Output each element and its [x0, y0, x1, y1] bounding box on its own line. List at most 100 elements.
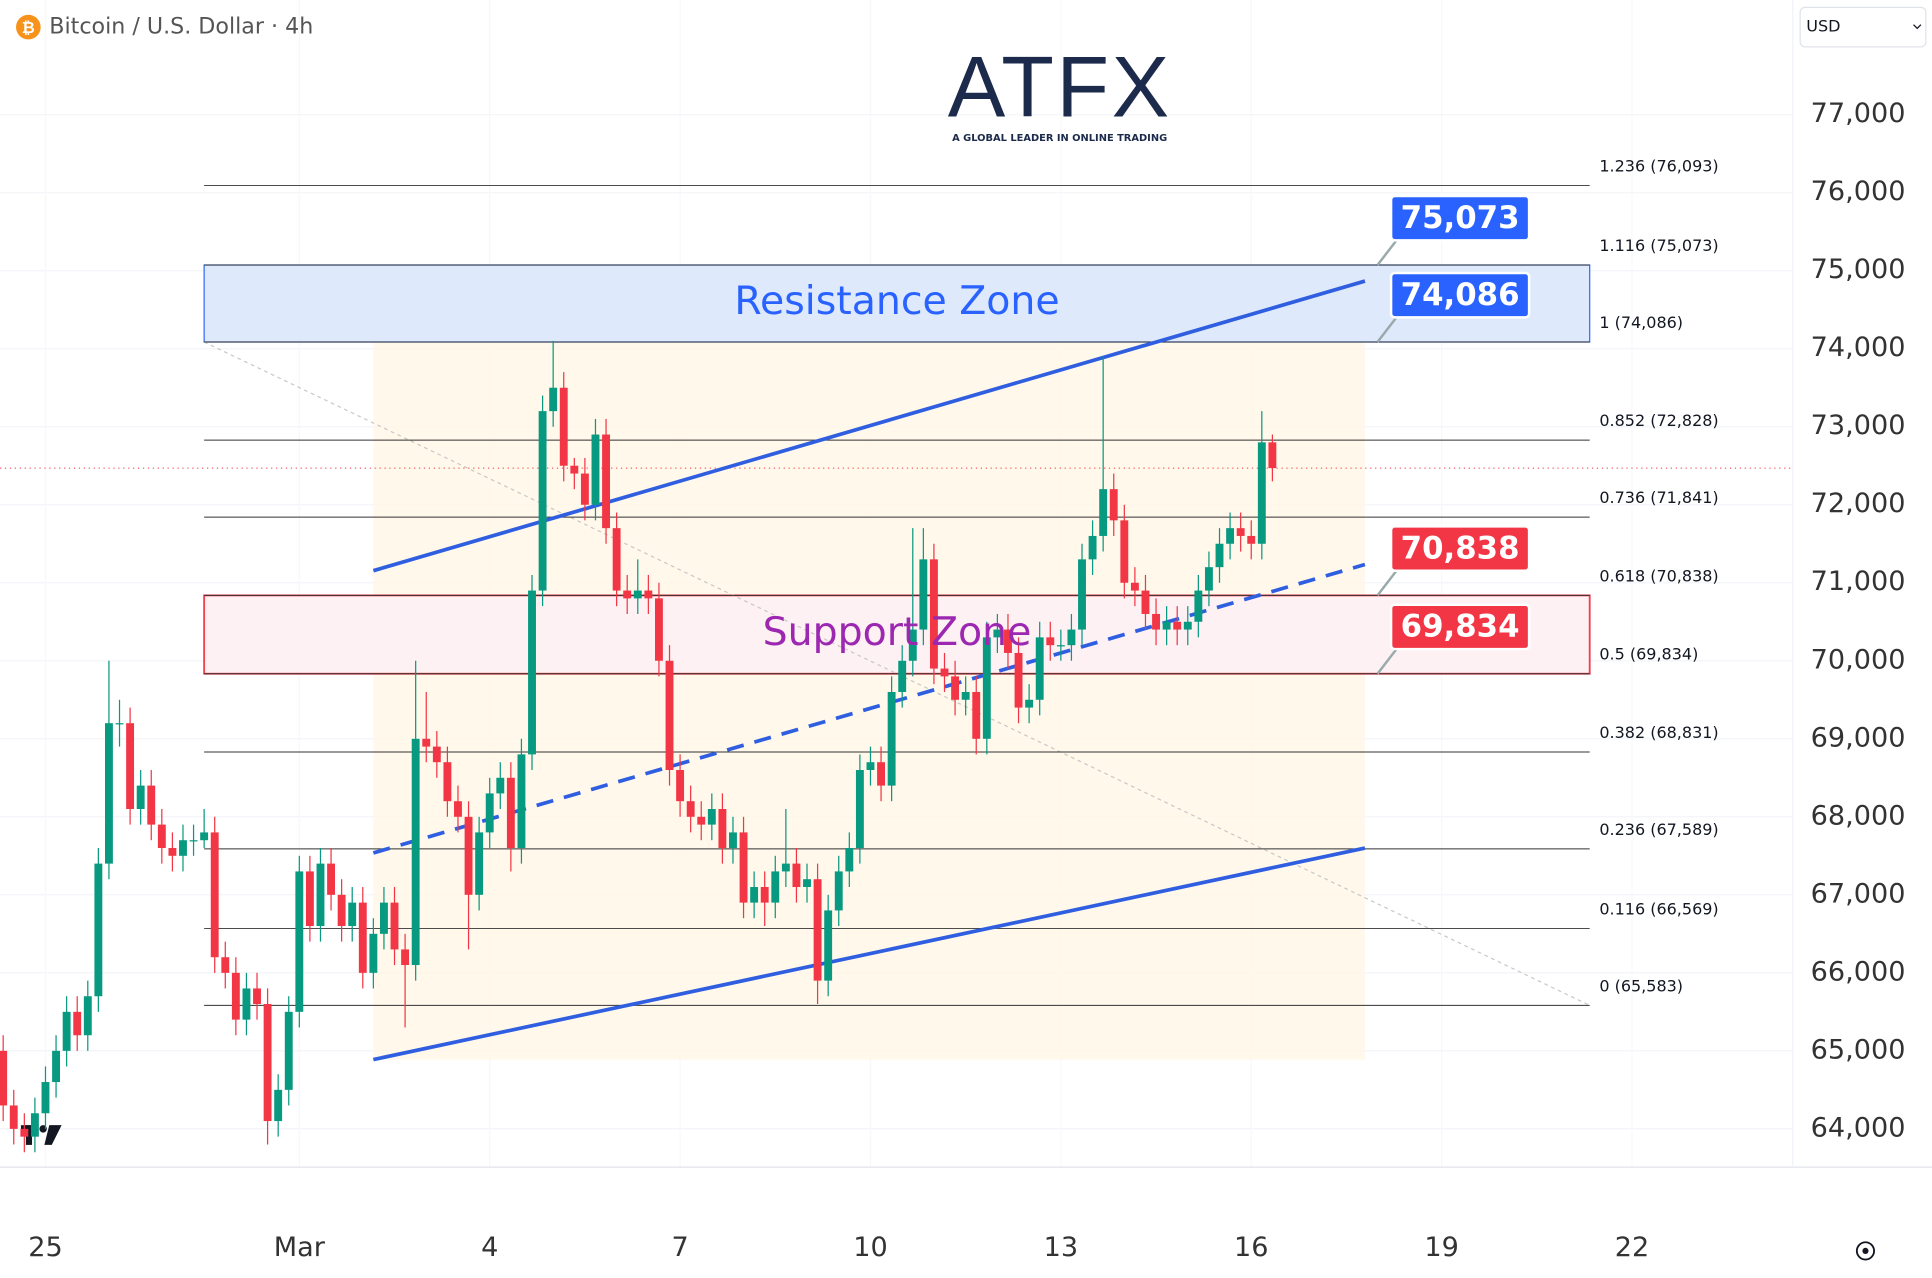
- candle-body: [422, 738, 431, 747]
- candle-body: [1194, 590, 1203, 622]
- callout-box: [1389, 525, 1531, 572]
- candle-body: [1215, 543, 1224, 568]
- y-tick-label: 73,000: [1811, 410, 1906, 441]
- callout-box: [1389, 194, 1531, 242]
- x-tick-label: 4: [481, 1232, 498, 1263]
- candle-body: [940, 668, 949, 677]
- candle-body: [718, 809, 727, 849]
- tv-logo: [20, 1125, 62, 1145]
- candle-body: [126, 723, 135, 810]
- candle-body: [147, 785, 156, 825]
- candle-body: [9, 1105, 18, 1129]
- settings-icon[interactable]: [1855, 1241, 1876, 1261]
- candle-body: [1247, 535, 1256, 544]
- candle-body: [62, 1011, 71, 1051]
- fib-label: 0.736 (71,841): [1599, 488, 1718, 507]
- candle-body: [1035, 637, 1044, 700]
- y-tick-label: 64,000: [1811, 1112, 1906, 1143]
- fib-label: 0.236 (67,589): [1599, 820, 1718, 839]
- zone-label: Resistance Zone: [734, 278, 1059, 324]
- fib-label: 1.236 (76,093): [1599, 156, 1718, 175]
- candle-body: [898, 660, 907, 692]
- candle-body: [771, 871, 780, 903]
- candle-body: [1130, 582, 1139, 591]
- y-tick-label: 77,000: [1811, 98, 1906, 129]
- currency-select[interactable]: [1799, 6, 1927, 48]
- candle-body: [94, 863, 103, 997]
- candle-body: [52, 1050, 60, 1083]
- candle-body: [559, 387, 568, 466]
- x-tick-label: Mar: [274, 1232, 326, 1263]
- candle-body: [242, 988, 251, 1020]
- candle-body: [231, 972, 240, 1020]
- y-tick-label: 68,000: [1811, 800, 1906, 831]
- candle-body: [1056, 645, 1065, 647]
- candle-body: [528, 590, 536, 755]
- candle-body: [157, 824, 166, 849]
- fib-label: 1.116 (75,073): [1599, 236, 1718, 255]
- candle-body: [1268, 442, 1277, 469]
- candle-body: [475, 832, 484, 895]
- fib-label: 1 (74,086): [1599, 313, 1683, 332]
- candle-body: [73, 1011, 82, 1036]
- y-tick-label: 76,000: [1811, 176, 1906, 207]
- dropdown-arrow: [1913, 24, 1922, 30]
- candle-body: [390, 902, 399, 950]
- candle-body: [1226, 528, 1235, 544]
- y-tick-label: 69,000: [1811, 722, 1906, 753]
- candle-body: [834, 871, 843, 911]
- fib-label: 0 (65,583): [1599, 976, 1683, 995]
- candle-body: [1004, 629, 1012, 653]
- callout-label: 69,834: [1401, 609, 1520, 645]
- candle-body: [845, 848, 854, 872]
- candle-body: [676, 769, 685, 802]
- chart-title: Bitcoin / U.S. Dollar · 4h: [49, 14, 313, 40]
- y-tick-label: 66,000: [1811, 956, 1906, 987]
- candle-body: [781, 863, 790, 872]
- candle-body: [274, 1089, 283, 1122]
- x-tick-label: 10: [853, 1232, 887, 1263]
- callout-box: [1389, 271, 1531, 319]
- candle-body: [1025, 699, 1034, 708]
- candle-body: [929, 559, 938, 669]
- btc-icon-glyph: ₿: [22, 18, 35, 37]
- candle-body: [1236, 528, 1245, 536]
- y-tick-label: 70,000: [1811, 644, 1906, 675]
- channel-area: [373, 342, 1365, 1060]
- candle-body: [1141, 590, 1150, 614]
- candle-body: [792, 863, 801, 888]
- y-tick-label: 67,000: [1811, 878, 1906, 909]
- candle-body: [369, 933, 378, 973]
- candle-body: [1162, 621, 1171, 630]
- currency[interactable]: USD: [1806, 17, 1840, 36]
- candle-body: [993, 629, 1002, 638]
- candle-body: [633, 590, 642, 599]
- zone: [203, 594, 1591, 675]
- btc-icon: [16, 14, 41, 40]
- candle-body: [951, 676, 960, 700]
- y-tick-label: 74,000: [1811, 332, 1906, 363]
- candle-body: [1204, 567, 1213, 591]
- candle-body: [654, 598, 663, 661]
- candle-body: [115, 723, 124, 725]
- candle-body: [1120, 520, 1129, 583]
- candle-body: [379, 902, 388, 934]
- candle-body: [200, 832, 209, 841]
- candle-body: [0, 1050, 8, 1106]
- x-tick-label: 25: [28, 1232, 62, 1263]
- candle-body: [253, 988, 261, 1005]
- fib-label: 0.5 (69,834): [1599, 645, 1698, 664]
- candle-body: [1257, 442, 1266, 544]
- y-tick-label: 71,000: [1811, 566, 1906, 597]
- candle-body: [506, 777, 515, 849]
- candle-body: [686, 801, 695, 817]
- candle-body: [348, 902, 357, 927]
- candle-body: [464, 816, 473, 895]
- logo-tagline: A GLOBAL LEADER IN ONLINE TRADING: [952, 133, 1167, 144]
- candle-body: [136, 785, 145, 810]
- candle-body: [665, 660, 674, 770]
- fib-label: 0.116 (66,569): [1599, 899, 1718, 918]
- callout-label: 75,073: [1401, 200, 1520, 236]
- candle-body: [760, 887, 769, 903]
